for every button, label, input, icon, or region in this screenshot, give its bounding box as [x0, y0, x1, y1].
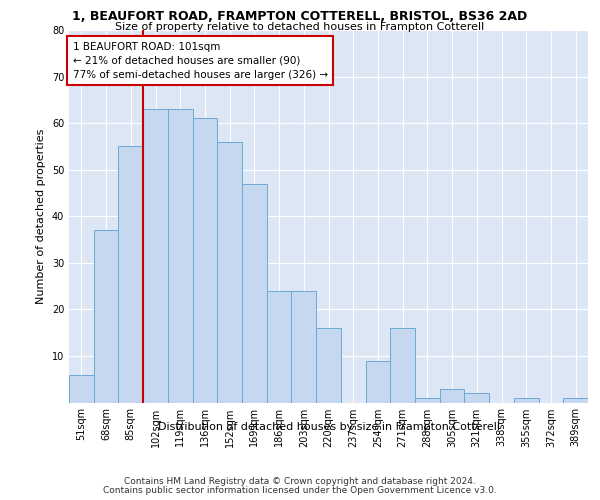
Bar [365, 360, 390, 403]
Bar [415, 398, 440, 402]
Text: 1, BEAUFORT ROAD, FRAMPTON COTTERELL, BRISTOL, BS36 2AD: 1, BEAUFORT ROAD, FRAMPTON COTTERELL, BR… [73, 10, 527, 23]
Text: 1 BEAUFORT ROAD: 101sqm
← 21% of detached houses are smaller (90)
77% of semi-de: 1 BEAUFORT ROAD: 101sqm ← 21% of detache… [73, 42, 328, 80]
Bar [193, 118, 217, 403]
Bar [217, 142, 242, 403]
Bar [143, 109, 168, 403]
Bar [440, 388, 464, 402]
Text: Contains public sector information licensed under the Open Government Licence v3: Contains public sector information licen… [103, 486, 497, 495]
Bar [94, 230, 118, 402]
Bar [292, 291, 316, 403]
Bar [242, 184, 267, 402]
Text: Distribution of detached houses by size in Frampton Cotterell: Distribution of detached houses by size … [158, 422, 500, 432]
Bar [514, 398, 539, 402]
Bar [464, 393, 489, 402]
Bar [316, 328, 341, 402]
Bar [267, 291, 292, 403]
Text: Size of property relative to detached houses in Frampton Cotterell: Size of property relative to detached ho… [115, 22, 485, 32]
Bar [118, 146, 143, 402]
Y-axis label: Number of detached properties: Number of detached properties [36, 128, 46, 304]
Bar [168, 109, 193, 403]
Bar [390, 328, 415, 402]
Bar [563, 398, 588, 402]
Bar [69, 374, 94, 402]
Text: Contains HM Land Registry data © Crown copyright and database right 2024.: Contains HM Land Registry data © Crown c… [124, 477, 476, 486]
